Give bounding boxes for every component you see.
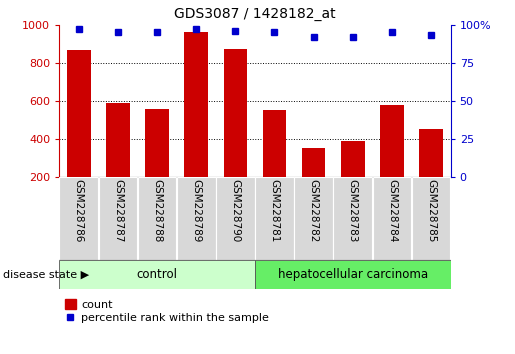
Bar <box>216 177 255 260</box>
Text: GSM228788: GSM228788 <box>152 179 162 243</box>
Bar <box>67 50 91 177</box>
Bar <box>380 105 404 177</box>
Text: GSM228787: GSM228787 <box>113 179 123 243</box>
Bar <box>98 177 138 260</box>
Text: GSM228789: GSM228789 <box>191 179 201 243</box>
Text: disease state ▶: disease state ▶ <box>3 269 89 279</box>
Text: GSM228785: GSM228785 <box>426 179 436 243</box>
Text: GSM228783: GSM228783 <box>348 179 358 243</box>
Bar <box>184 32 208 177</box>
Bar <box>138 177 177 260</box>
Text: control: control <box>136 268 178 281</box>
Text: GSM228781: GSM228781 <box>269 179 280 243</box>
Bar <box>294 177 333 260</box>
Legend: count, percentile rank within the sample: count, percentile rank within the sample <box>65 299 269 323</box>
Bar <box>255 260 451 289</box>
Text: GSM228782: GSM228782 <box>308 179 319 243</box>
Bar <box>255 177 294 260</box>
Bar <box>419 130 443 177</box>
Bar <box>59 260 255 289</box>
Text: GSM228784: GSM228784 <box>387 179 397 243</box>
Bar <box>341 141 365 177</box>
Bar <box>59 177 98 260</box>
Bar <box>372 177 411 260</box>
Title: GDS3087 / 1428182_at: GDS3087 / 1428182_at <box>174 7 336 21</box>
Bar <box>224 48 247 177</box>
Text: hepatocellular carcinoma: hepatocellular carcinoma <box>278 268 428 281</box>
Bar <box>411 177 451 260</box>
Bar <box>106 103 130 177</box>
Bar <box>333 177 372 260</box>
Text: GSM228786: GSM228786 <box>74 179 84 243</box>
Bar <box>263 110 286 177</box>
Bar <box>177 177 216 260</box>
Bar <box>302 148 325 177</box>
Text: GSM228790: GSM228790 <box>230 179 241 243</box>
Bar <box>145 109 169 177</box>
